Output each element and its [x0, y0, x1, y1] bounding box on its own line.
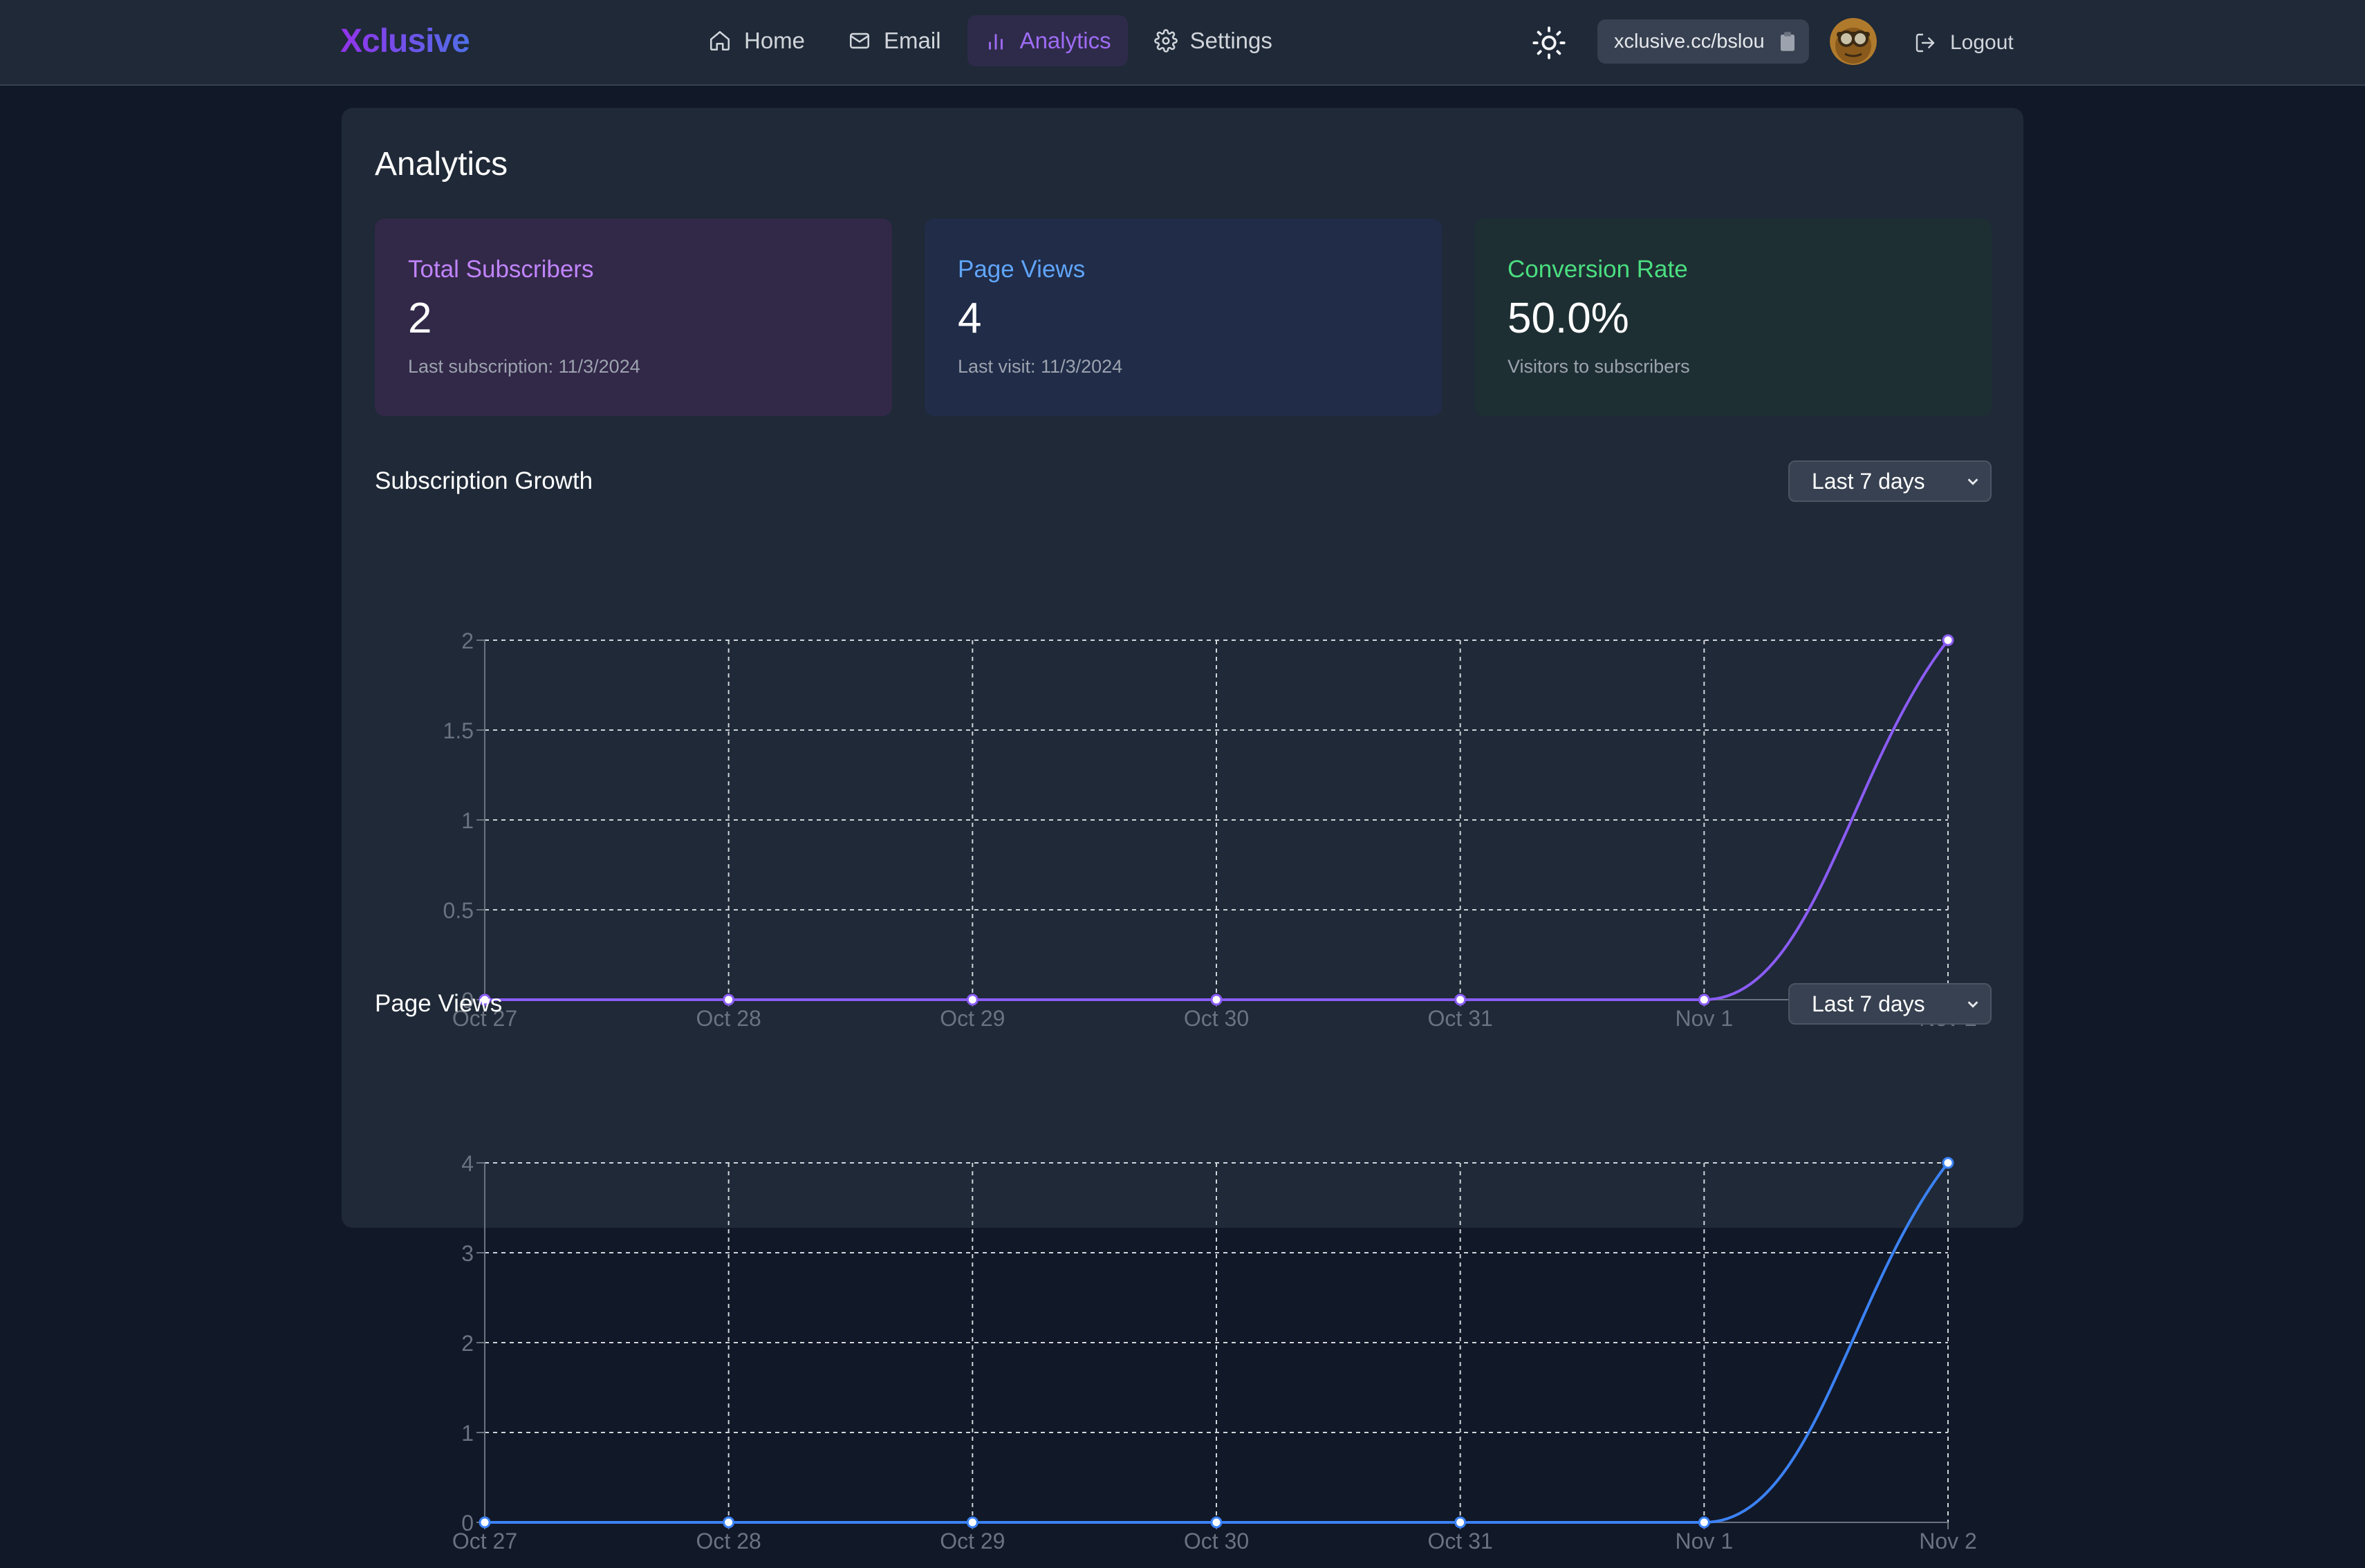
stat-subtext: Last visit: 11/3/2024 — [958, 356, 1123, 377]
data-point — [1942, 634, 1954, 646]
subscription-growth-title: Subscription Growth — [375, 467, 593, 494]
profile-url-text: xclusive.cc/bslou — [1614, 30, 1765, 53]
y-tick-label: 4 — [461, 1151, 474, 1176]
page-views-title: Page Views — [375, 990, 503, 1017]
stat-card-conversion-rate: Conversion Rate 50.0% Visitors to subscr… — [1474, 218, 1992, 416]
nav-item-email[interactable]: Email — [831, 15, 958, 66]
x-tick-label: Oct 29 — [940, 1529, 1005, 1553]
bar-chart-icon — [988, 34, 1003, 50]
y-tick-label: 1.5 — [443, 718, 474, 743]
y-tick-label: 3 — [461, 1241, 474, 1266]
range-select-value: Last 7 days — [1812, 468, 1925, 494]
top-navbar: Xclusive Home Email Analytics Settin — [0, 0, 2365, 86]
subscription-growth-chart: 0 0.5 1 1.5 2 Oct 27 Oct 28 Oct 29 Oct 30 Oct 31 N… — [443, 628, 1977, 1031]
data-point — [1454, 1516, 1467, 1529]
nav-label-home: Home — [744, 28, 806, 53]
x-tick-label: Nov 1 — [1676, 1006, 1734, 1031]
x-tick-label: Oct 30 — [1184, 1006, 1249, 1031]
x-tick-label: Nov 2 — [1919, 1529, 1977, 1553]
logout-button[interactable]: Logout — [1914, 25, 2014, 61]
data-point — [723, 1516, 735, 1529]
page-views-range-select[interactable]: Last 7 days — [1788, 983, 1992, 1025]
chevron-down-icon — [1967, 478, 1978, 485]
data-point — [479, 1516, 491, 1529]
brand-logo[interactable]: Xclusive — [340, 19, 470, 64]
stat-value: 50.0% — [1508, 295, 1629, 342]
y-tick-label: 2 — [461, 1331, 474, 1356]
theme-toggle-button[interactable] — [1531, 25, 1567, 61]
series-line — [484, 639, 1949, 1002]
data-point — [723, 993, 735, 1006]
y-tick-label: 0 — [461, 988, 474, 1013]
range-select-value: Last 7 days — [1812, 991, 1925, 1016]
gear-icon — [1153, 29, 1178, 53]
data-point — [966, 993, 979, 1006]
x-tick-label: Oct 27 — [452, 1529, 517, 1553]
clipboard-icon — [1780, 32, 1794, 51]
nav-item-settings[interactable]: Settings — [1138, 15, 1289, 66]
home-icon — [710, 30, 730, 51]
data-point — [966, 1516, 979, 1529]
nav-item-analytics[interactable]: Analytics — [967, 15, 1128, 66]
page-title: Analytics — [375, 146, 508, 183]
main-nav: Home Email Analytics Settings — [692, 15, 1289, 66]
stat-value: 2 — [408, 295, 432, 342]
stat-label: Total Subscribers — [408, 256, 594, 283]
stat-label: Page Views — [958, 256, 1086, 283]
x-tick-label: Nov 1 — [1676, 1529, 1734, 1553]
x-tick-label: Oct 29 — [940, 1006, 1005, 1031]
y-tick-label: 1 — [461, 1421, 474, 1446]
analytics-panel: Analytics Total Subscribers 2 Last subsc… — [342, 108, 2023, 1553]
nav-item-home[interactable]: Home — [692, 15, 822, 66]
y-tick-label: 1 — [461, 808, 474, 833]
x-tick-label: Oct 31 — [1428, 1529, 1493, 1553]
stat-value: 4 — [958, 295, 982, 342]
stat-subtext: Visitors to subscribers — [1508, 356, 1690, 377]
subscription-range-select[interactable]: Last 7 days — [1788, 460, 1992, 502]
logout-icon — [1916, 33, 1935, 53]
x-tick-label: Oct 31 — [1428, 1006, 1493, 1031]
copy-profile-url-button[interactable]: xclusive.cc/bslou — [1597, 19, 1809, 64]
sun-icon — [1532, 26, 1566, 59]
data-point — [1698, 993, 1710, 1006]
data-point — [1210, 993, 1223, 1006]
data-point — [1210, 1516, 1223, 1529]
y-tick-label: 0.5 — [443, 898, 474, 923]
avatar[interactable] — [1830, 18, 1877, 65]
x-tick-label: Oct 27 — [452, 1006, 517, 1031]
mail-icon — [850, 32, 870, 49]
data-point — [1698, 1516, 1710, 1529]
stat-card-subscribers: Total Subscribers 2 Last subscription: 1… — [375, 218, 892, 416]
data-point — [479, 993, 491, 1006]
nav-label-settings: Settings — [1189, 28, 1272, 53]
nav-label-email: Email — [884, 28, 941, 53]
x-tick-label: Oct 30 — [1184, 1529, 1249, 1553]
stat-label: Conversion Rate — [1508, 256, 1688, 283]
chevron-down-icon — [1967, 1001, 1978, 1008]
x-tick-label: Oct 28 — [696, 1006, 761, 1031]
data-point — [1454, 993, 1467, 1006]
x-tick-label: Oct 28 — [696, 1529, 761, 1553]
data-point — [1942, 1157, 1954, 1169]
avatar-image — [1830, 18, 1877, 65]
y-tick-label: 2 — [461, 628, 474, 653]
nav-label-analytics: Analytics — [1019, 28, 1111, 53]
stat-card-page-views: Page Views 4 Last visit: 11/3/2024 — [925, 218, 1442, 416]
logout-label: Logout — [1950, 31, 2014, 54]
stat-subtext: Last subscription: 11/3/2024 — [408, 356, 640, 377]
